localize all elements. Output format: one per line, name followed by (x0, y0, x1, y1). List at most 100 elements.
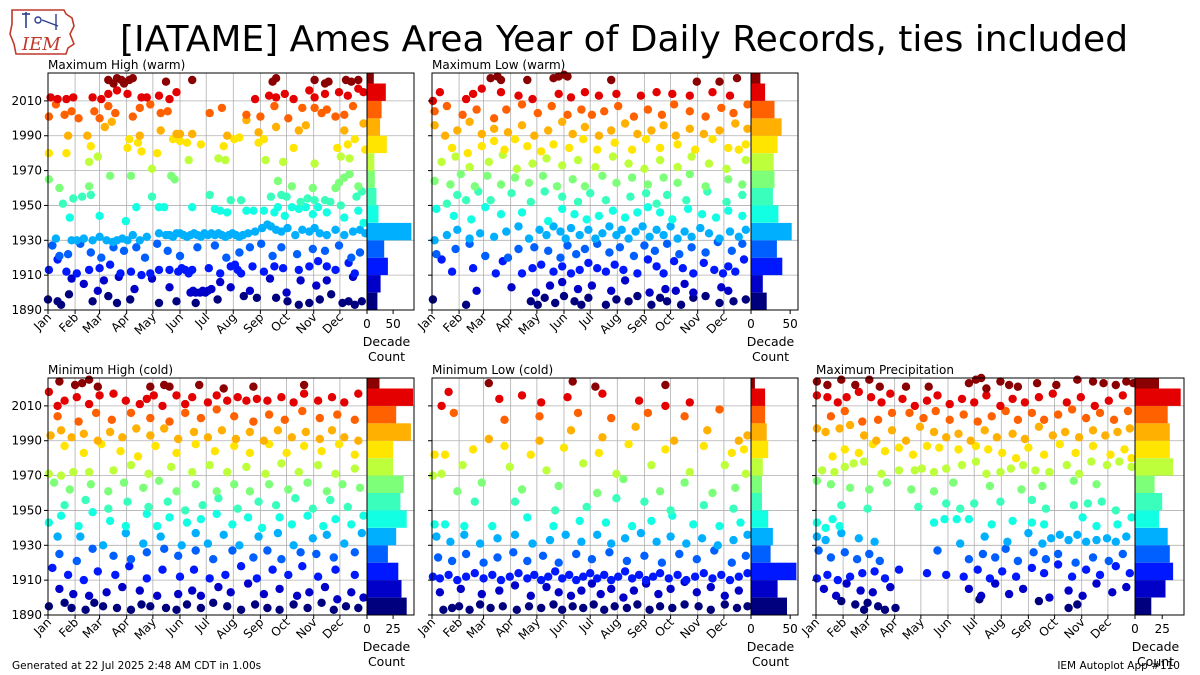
data-point (432, 204, 441, 214)
data-point (877, 398, 886, 407)
data-point (680, 600, 689, 609)
data-point (729, 108, 738, 118)
data-point (428, 572, 438, 581)
data-point (622, 556, 632, 566)
data-point (235, 541, 244, 550)
data-point (84, 375, 94, 384)
data-point (44, 112, 54, 121)
decade-bar-2020 (751, 73, 761, 84)
decade-bar-1950 (367, 493, 401, 511)
data-point (53, 94, 62, 104)
data-point (507, 189, 516, 198)
x-tick-label: May (132, 615, 159, 642)
data-point (298, 225, 307, 234)
x-tick-label: Dec (1088, 615, 1114, 641)
series-1890 (439, 600, 752, 614)
data-point (333, 595, 342, 604)
series-1940 (812, 513, 1136, 533)
data-point (655, 208, 665, 217)
decade-bar-1990 (751, 118, 782, 136)
data-point (439, 605, 448, 614)
data-point (451, 244, 460, 254)
data-point (586, 569, 595, 578)
data-point (205, 108, 214, 118)
data-point (62, 94, 71, 104)
data-point (230, 480, 239, 489)
chart-max-high: Maximum High (warm)189019101930195019701… (11, 58, 415, 364)
data-point (887, 408, 897, 418)
data-point (854, 448, 863, 458)
data-point (894, 443, 904, 452)
data-point (239, 291, 248, 301)
data-point (446, 180, 455, 189)
data-point (1062, 460, 1072, 470)
data-point (496, 180, 506, 189)
data-point (277, 555, 286, 564)
data-point (245, 487, 255, 496)
data-point (924, 382, 933, 391)
decade-bar-2020 (367, 73, 374, 84)
data-point (449, 408, 458, 418)
data-point (95, 114, 104, 123)
data-point (729, 297, 738, 306)
data-point (327, 426, 337, 435)
x-tick-label: Jan (414, 615, 438, 639)
data-point (701, 112, 710, 121)
histogram-frame (750, 72, 799, 311)
x-tick-label: Sep (625, 615, 651, 641)
data-point (458, 460, 467, 470)
data-point (188, 586, 197, 595)
data-point (90, 107, 99, 116)
data-point (1111, 562, 1121, 571)
data-point (312, 281, 321, 290)
data-point (154, 298, 164, 308)
decade-bar-1910 (751, 562, 797, 581)
data-point (345, 169, 354, 179)
data-point (322, 487, 331, 496)
data-point (722, 197, 731, 207)
data-point (647, 126, 656, 135)
data-point (284, 114, 293, 123)
data-point (107, 415, 117, 424)
data-point (327, 290, 336, 299)
x-tick-label: Feb (440, 310, 465, 335)
data-point (866, 393, 876, 402)
data-point (51, 234, 61, 243)
data-point (207, 284, 216, 294)
series-1940 (44, 508, 368, 533)
data-point (270, 101, 279, 111)
data-point (612, 469, 621, 478)
data-point (294, 265, 303, 275)
hist-axis-label: Decade (363, 334, 411, 349)
data-point (530, 131, 539, 140)
data-point (643, 203, 653, 212)
data-point (74, 417, 83, 426)
data-point (982, 469, 991, 478)
data-point (1111, 537, 1121, 546)
data-point (1118, 549, 1128, 559)
decade-bar-2010 (751, 83, 766, 101)
data-point (334, 440, 344, 449)
data-point (942, 499, 951, 508)
data-point (172, 88, 181, 97)
data-point (872, 436, 881, 445)
data-point (711, 213, 721, 222)
data-point (690, 572, 700, 581)
data-point (971, 441, 981, 451)
data-point (228, 520, 237, 529)
data-point (132, 243, 141, 252)
data-point (53, 412, 62, 421)
data-point (540, 187, 549, 196)
data-point (738, 180, 747, 189)
y-tick-label: 2010 (11, 94, 42, 108)
page-title: [IATAME] Ames Area Year of Daily Records… (120, 19, 1129, 60)
x-tick-label: Apr (876, 615, 901, 640)
data-point (104, 101, 113, 111)
data-point (320, 582, 330, 592)
series-1980 (828, 440, 1136, 463)
data-point (44, 387, 54, 397)
data-point (456, 584, 465, 594)
data-point (970, 499, 979, 508)
x-tick-label: Mar (464, 615, 490, 641)
data-point (724, 143, 733, 153)
